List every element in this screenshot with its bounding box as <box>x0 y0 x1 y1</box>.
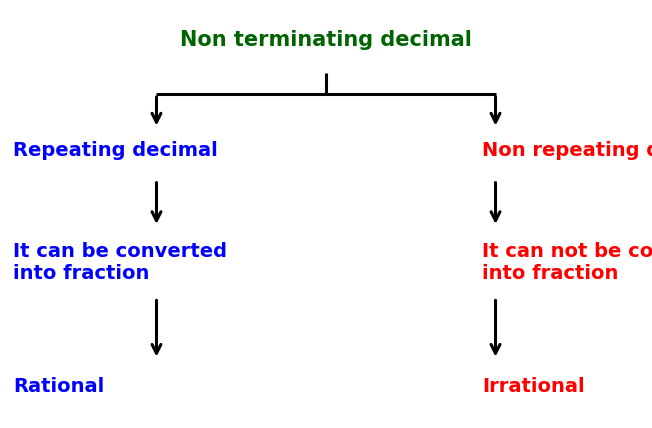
Text: It can not be converted
into fraction: It can not be converted into fraction <box>482 242 652 283</box>
Text: Rational: Rational <box>13 377 104 395</box>
Text: Non repeating decimal: Non repeating decimal <box>482 141 652 160</box>
Text: It can be converted
into fraction: It can be converted into fraction <box>13 242 227 283</box>
Text: Non terminating decimal: Non terminating decimal <box>180 30 472 50</box>
Text: Irrational: Irrational <box>482 377 585 395</box>
Text: Repeating decimal: Repeating decimal <box>13 141 218 160</box>
